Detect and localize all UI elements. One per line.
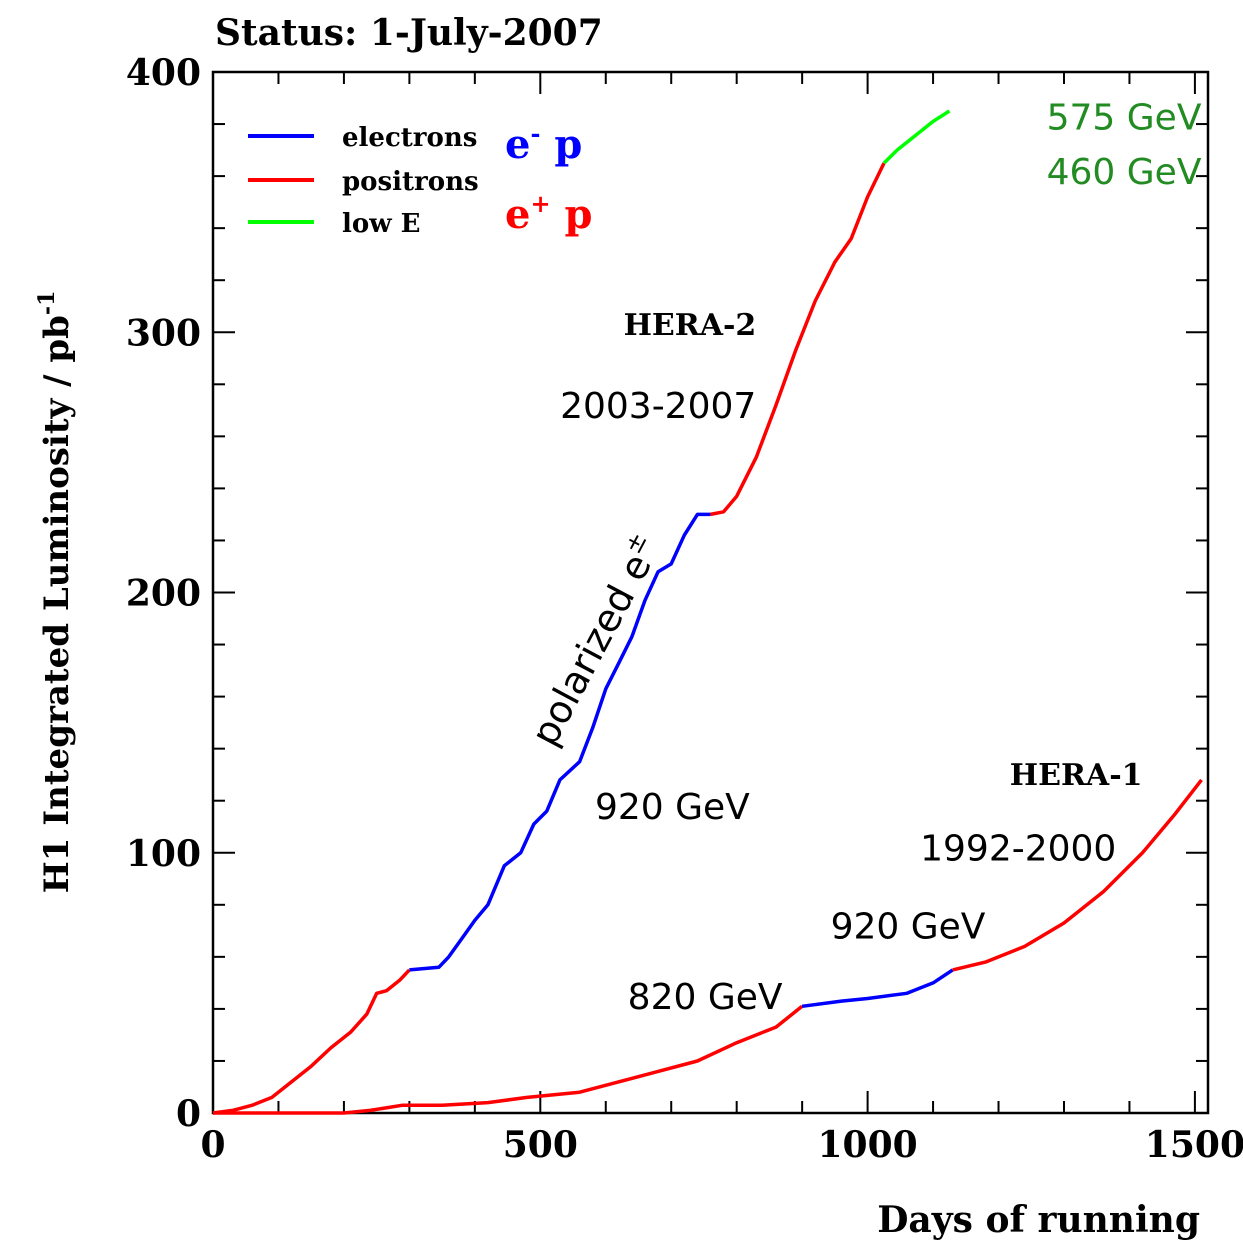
status-text: Status: 1-July-2007	[215, 12, 603, 54]
annotation: 820 GeV	[628, 977, 783, 1018]
x-tick-label: 1500	[1145, 1124, 1243, 1166]
legend-tag-positrons-sup: +	[530, 189, 550, 218]
annotation: HERA-2	[624, 308, 757, 343]
y-axis-label-text: H1 Integrated Luminosity / pb	[37, 315, 77, 893]
legend-tag-positrons-suffix: p	[551, 191, 593, 238]
svg-text:H1 Integrated Luminosity / pb-: H1 Integrated Luminosity / pb-1	[34, 291, 77, 894]
y-tick-label: 200	[126, 573, 201, 615]
legend: electrons positrons low E e- p e+ p	[248, 119, 592, 239]
series-line	[213, 1004, 804, 1115]
y-tick-label: 400	[126, 52, 201, 94]
axis-tick-labels: 0 500 1000 1500 0 100 200 300 400	[126, 52, 1243, 1166]
y-tick-label: 300	[126, 312, 201, 354]
x-tick-label: 0	[200, 1124, 225, 1166]
legend-tag-positrons: e+ p	[505, 189, 592, 238]
legend-tag-positrons-base: e	[505, 191, 530, 238]
x-axis-label: Days of running	[877, 1199, 1200, 1241]
y-axis-label-sup: -1	[34, 291, 60, 315]
y-tick-label: 100	[126, 833, 201, 875]
legend-tag-electrons-suffix: p	[540, 121, 582, 168]
series-line	[952, 778, 1203, 972]
legend-tag-electrons-base: e	[505, 121, 530, 168]
y-axis-label: H1 Integrated Luminosity / pb-1	[34, 291, 77, 894]
annotation: 575 GeV	[1047, 97, 1202, 138]
legend-tag-electrons: e- p	[505, 119, 582, 168]
annotation: 2003-2007	[560, 386, 756, 427]
series-lines	[212, 109, 1203, 1115]
annotation: 920 GeV	[595, 787, 750, 828]
legend-label-lowE: low E	[342, 209, 420, 239]
series-line	[710, 162, 886, 517]
annotation: HERA-1	[1010, 758, 1143, 793]
legend-label-electrons: electrons	[342, 123, 477, 153]
annotation: 460 GeV	[1047, 152, 1202, 193]
legend-label-positrons: positrons	[342, 167, 479, 197]
legend-tag-electrons-sup: -	[530, 119, 540, 148]
chart-annotations: HERA-2 2003-2007 920 GeV HERA-1 1992-2000 920…	[560, 97, 1202, 1018]
annotation: 920 GeV	[831, 907, 986, 948]
rotated-annotation-text: polarized e	[522, 547, 660, 753]
series-line	[409, 512, 711, 972]
axis-ticks	[212, 71, 1208, 1114]
x-tick-label: 500	[503, 1124, 578, 1166]
y-tick-label: 0	[176, 1093, 201, 1135]
series-line	[801, 968, 954, 1009]
annotation: 1992-2000	[920, 829, 1116, 870]
series-line	[882, 109, 951, 165]
x-tick-label: 1000	[818, 1124, 918, 1166]
series-line	[212, 968, 411, 1115]
